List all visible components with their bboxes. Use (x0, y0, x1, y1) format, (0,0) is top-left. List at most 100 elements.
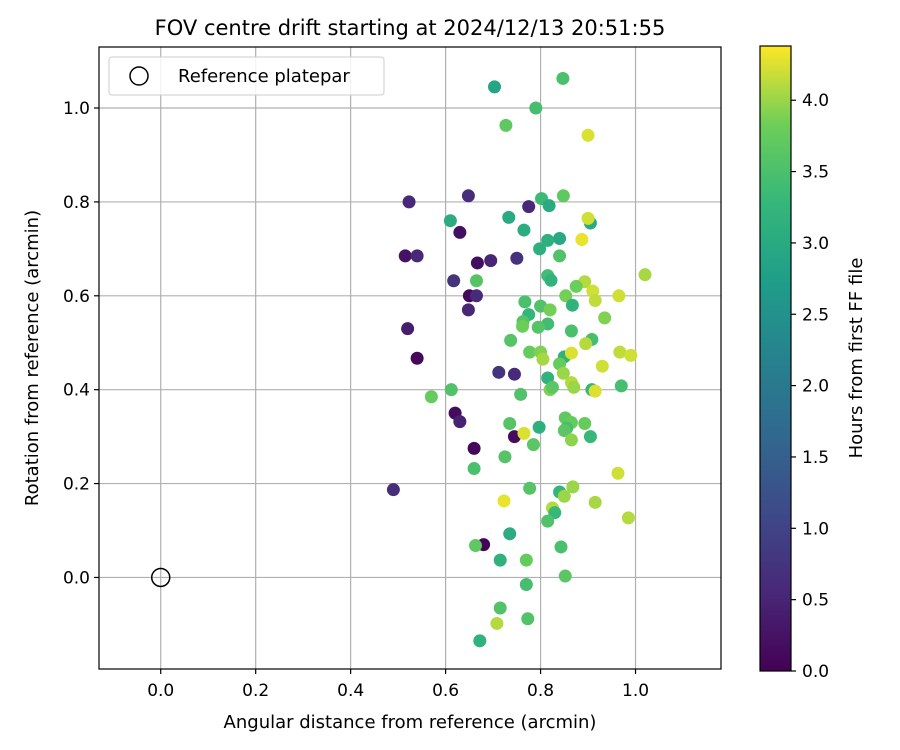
data-point (499, 118, 513, 132)
data-point (557, 489, 571, 503)
legend-marker-reference (129, 66, 149, 86)
colorbar-tick-label: 0.0 (802, 662, 829, 682)
colorbar-tick-label: 3.0 (802, 234, 829, 254)
scatter-points (386, 71, 652, 648)
data-point (557, 424, 571, 438)
data-point (484, 254, 498, 268)
x-tick-label: 1.0 (622, 681, 649, 701)
data-point (516, 319, 530, 333)
data-point (521, 612, 535, 626)
data-point (614, 379, 628, 393)
colorbar-label: Hours from first FF file (846, 258, 867, 459)
data-point (410, 249, 424, 263)
data-point (542, 199, 556, 213)
data-point (519, 553, 533, 567)
data-point (565, 298, 579, 312)
colorbar-tick-label: 1.5 (802, 448, 829, 468)
data-point (461, 303, 475, 317)
data-point (564, 433, 578, 447)
data-point (493, 553, 507, 567)
data-point (545, 380, 559, 394)
colorbar-tick-label: 2.5 (802, 305, 829, 325)
data-point (443, 214, 457, 228)
data-point (517, 223, 531, 237)
y-tick-label: 0.4 (63, 381, 90, 401)
data-point (581, 211, 595, 225)
colorbar (759, 45, 792, 672)
data-point (510, 251, 524, 265)
x-axis-ticks: 0.0 0.2 0.4 0.6 0.8 1.0 (147, 669, 649, 701)
data-point (529, 101, 543, 115)
data-point (469, 274, 483, 288)
y-tick-label: 0.8 (63, 193, 90, 213)
colorbar-tick-label: 1.0 (802, 519, 829, 539)
data-point (503, 416, 517, 430)
y-tick-label: 0.0 (63, 568, 90, 588)
data-point (497, 494, 511, 508)
data-point (553, 249, 567, 263)
y-tick-label: 0.2 (63, 475, 90, 495)
x-axis-label: Angular distance from reference (arcmin) (224, 712, 597, 733)
data-point (523, 481, 537, 495)
data-point (638, 268, 652, 282)
y-tick-label: 0.6 (63, 287, 90, 307)
data-point (398, 249, 412, 263)
data-point (517, 426, 531, 440)
data-point (581, 128, 595, 142)
data-point (488, 80, 502, 94)
data-point (611, 466, 625, 480)
data-point (575, 232, 589, 246)
data-point (526, 438, 540, 452)
y-tick-label: 1.0 (63, 99, 90, 119)
data-point (504, 333, 518, 347)
data-point (502, 210, 516, 224)
data-point (531, 320, 545, 334)
legend-box (108, 56, 385, 96)
data-point (467, 441, 481, 455)
axes-frame (98, 46, 722, 670)
data-point (588, 495, 602, 509)
data-point (556, 366, 570, 380)
data-point (522, 200, 536, 214)
data-point (624, 348, 638, 362)
data-point (386, 483, 400, 497)
data-point (564, 346, 578, 360)
data-point (424, 390, 438, 404)
data-point (578, 416, 592, 430)
data-point (507, 367, 521, 381)
data-point (514, 387, 528, 401)
data-point (556, 71, 570, 85)
data-point (621, 511, 635, 525)
x-tick-label: 0.2 (242, 681, 269, 701)
data-point (554, 540, 568, 554)
data-point (566, 480, 580, 494)
colorbar-tick-label: 4.0 (802, 91, 829, 111)
data-point (469, 539, 483, 553)
legend-entry-reference: Reference platepar (178, 66, 350, 87)
colorbar-tick-label: 2.0 (802, 377, 829, 397)
data-point (518, 295, 532, 309)
data-point (447, 274, 461, 288)
data-point (453, 415, 467, 429)
data-point (467, 462, 481, 476)
data-point (532, 420, 546, 434)
data-point (612, 289, 626, 303)
data-point (544, 273, 558, 287)
data-point (558, 569, 572, 583)
x-tick-label: 0.0 (147, 681, 174, 701)
data-point (579, 337, 593, 351)
data-point (559, 289, 573, 303)
data-point (461, 189, 475, 203)
data-point (556, 189, 570, 203)
colorbar-tick-label: 0.5 (802, 591, 829, 611)
data-point (503, 527, 517, 541)
data-point (492, 365, 506, 379)
x-tick-label: 0.6 (432, 681, 459, 701)
y-axis-label: Rotation from reference (arcmin) (22, 210, 43, 506)
y-axis-ticks: 0.0 0.2 0.4 0.6 0.8 1.0 (63, 99, 99, 588)
data-point (490, 616, 504, 630)
data-point (453, 225, 467, 239)
data-point (493, 601, 507, 615)
data-point (564, 324, 578, 338)
